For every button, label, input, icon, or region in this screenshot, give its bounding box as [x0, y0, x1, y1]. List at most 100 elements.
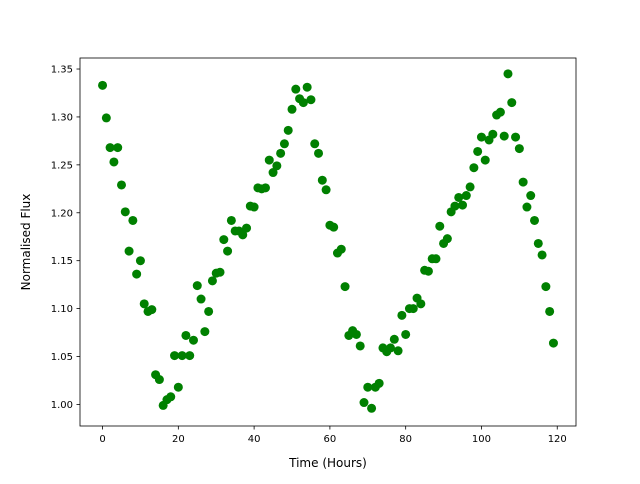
data-point: [215, 267, 225, 277]
y-tick-label: 1.20: [51, 208, 73, 219]
data-point: [465, 182, 475, 192]
data-point: [416, 299, 426, 309]
data-point: [283, 125, 293, 135]
data-point: [135, 256, 145, 266]
data-point: [154, 375, 164, 385]
data-point: [476, 132, 486, 142]
data-point: [442, 234, 452, 244]
data-point: [533, 238, 543, 248]
data-point: [170, 351, 180, 361]
data-point: [526, 191, 536, 201]
data-point: [495, 107, 505, 117]
data-point: [541, 282, 551, 292]
x-axis-label: Time (Hours): [288, 456, 367, 470]
data-point: [393, 346, 403, 356]
data-point: [480, 155, 490, 165]
data-point: [132, 269, 142, 279]
y-tick-label: 1.10: [51, 304, 73, 315]
data-point: [514, 144, 524, 154]
data-point: [204, 306, 214, 316]
data-point: [401, 329, 411, 339]
data-point: [105, 143, 115, 153]
data-point: [306, 95, 316, 105]
x-tick-label: 80: [399, 434, 412, 445]
data-point: [207, 276, 217, 286]
y-tick-label: 1.15: [51, 256, 73, 267]
data-point: [431, 254, 441, 264]
data-point: [545, 306, 555, 316]
plot-area: [80, 58, 576, 426]
data-point: [238, 230, 248, 240]
data-point: [109, 157, 119, 167]
data-point: [124, 246, 134, 256]
data-point: [113, 143, 123, 153]
x-tick-label: 20: [172, 434, 185, 445]
data-point: [310, 139, 320, 149]
data-point: [166, 392, 176, 402]
x-tick-label: 100: [472, 434, 491, 445]
data-point: [454, 192, 464, 202]
data-point: [522, 202, 532, 212]
y-tick-label: 1.35: [51, 65, 73, 76]
data-point: [185, 351, 195, 361]
y-tick-label: 1.25: [51, 160, 73, 171]
data-point: [359, 398, 369, 408]
data-point: [548, 338, 558, 348]
data-point: [386, 343, 396, 353]
data-point: [473, 146, 483, 156]
data-point: [507, 98, 517, 108]
data-point: [196, 294, 206, 304]
data-point: [458, 200, 468, 210]
data-point: [389, 334, 399, 344]
data-point: [272, 161, 282, 171]
data-point: [181, 330, 191, 340]
y-tick-label: 1.00: [51, 400, 73, 411]
data-point: [291, 84, 301, 94]
data-point: [173, 382, 183, 392]
data-point: [177, 351, 187, 361]
data-point: [408, 304, 418, 314]
data-point: [530, 215, 540, 225]
data-point: [192, 281, 202, 291]
data-point: [298, 98, 308, 108]
data-point: [139, 299, 149, 309]
data-point: [518, 177, 528, 187]
x-tick-label: 40: [248, 434, 261, 445]
data-point: [503, 69, 513, 79]
data-point: [223, 246, 233, 256]
data-point: [329, 222, 339, 232]
x-tick-label: 0: [99, 434, 105, 445]
data-point: [397, 310, 407, 320]
data-point: [511, 132, 521, 142]
data-point: [268, 168, 278, 178]
data-point: [276, 148, 286, 158]
data-point: [340, 282, 350, 292]
data-point: [287, 104, 297, 114]
axes-frame: [79, 57, 577, 427]
data-point: [355, 341, 365, 351]
data-point: [200, 327, 210, 337]
data-point: [363, 382, 373, 392]
data-point: [264, 155, 274, 165]
data-point: [469, 163, 479, 173]
data-point: [226, 215, 236, 225]
data-point: [260, 183, 270, 193]
data-point: [98, 80, 108, 90]
data-point: [423, 266, 433, 276]
data-point: [116, 180, 126, 190]
x-tick-label: 60: [324, 434, 337, 445]
data-point: [499, 131, 509, 141]
data-point: [147, 305, 157, 315]
data-point: [537, 250, 547, 260]
data-point: [279, 139, 289, 149]
data-point: [188, 335, 198, 345]
y-tick-label: 1.05: [51, 352, 73, 363]
data-point: [120, 207, 130, 217]
data-point: [435, 221, 445, 231]
y-tick-label: 1.30: [51, 112, 73, 123]
data-point: [488, 129, 498, 139]
data-point: [249, 202, 259, 212]
data-point: [314, 148, 324, 158]
data-point: [321, 185, 331, 195]
